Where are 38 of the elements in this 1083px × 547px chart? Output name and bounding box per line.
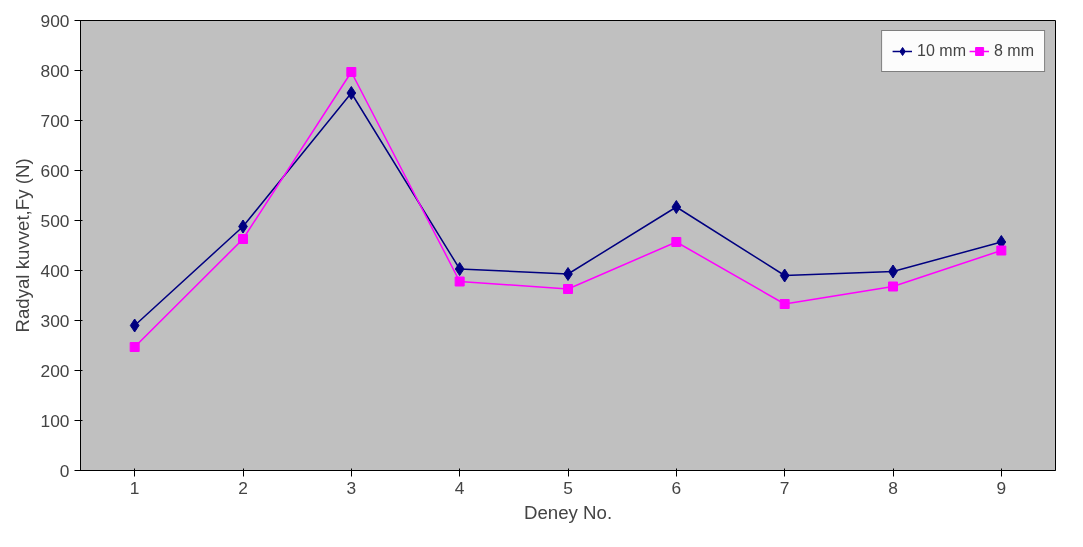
x-tick-label: 4 — [454, 477, 465, 498]
x-tick-label: 1 — [129, 477, 140, 498]
x-tick-label: 3 — [346, 477, 357, 498]
x-tick-label: 7 — [779, 477, 790, 498]
x-tick-label: 2 — [238, 477, 248, 498]
point — [346, 86, 357, 100]
y-tick-label: 400 — [40, 260, 70, 281]
point — [346, 67, 357, 77]
point — [238, 234, 248, 244]
legend-label: 10 mm — [917, 42, 966, 60]
point — [671, 237, 682, 247]
point — [563, 284, 573, 294]
y-tick-label: 200 — [40, 360, 70, 381]
point — [129, 342, 140, 352]
y-tick-label: 800 — [40, 60, 70, 81]
y-tick-label: 600 — [40, 160, 70, 181]
y-tick-label: 700 — [40, 110, 70, 131]
x-tick-label: 6 — [671, 477, 682, 498]
y-tick-label: 0 — [59, 460, 70, 481]
legend-label: 8 mm — [994, 42, 1034, 60]
x-tick-label: 8 — [888, 477, 898, 498]
y-tick-label: 300 — [40, 310, 70, 331]
point — [888, 281, 898, 292]
y-axis-title: Radyal kuvvet,Fy (N) — [11, 158, 33, 333]
point — [129, 318, 140, 333]
y-tick-label: 500 — [40, 210, 70, 231]
y-tick-label: 900 — [40, 10, 70, 31]
y-tick-label: 100 — [40, 410, 70, 431]
point — [996, 245, 1007, 256]
point — [779, 299, 790, 309]
point — [454, 276, 465, 287]
point — [454, 262, 465, 276]
x-tick-label: 5 — [563, 477, 573, 498]
point — [563, 267, 573, 281]
x-axis-title: Deney No. — [523, 501, 613, 523]
point — [779, 268, 790, 283]
x-tick-label: 9 — [996, 477, 1007, 498]
point — [671, 200, 682, 214]
